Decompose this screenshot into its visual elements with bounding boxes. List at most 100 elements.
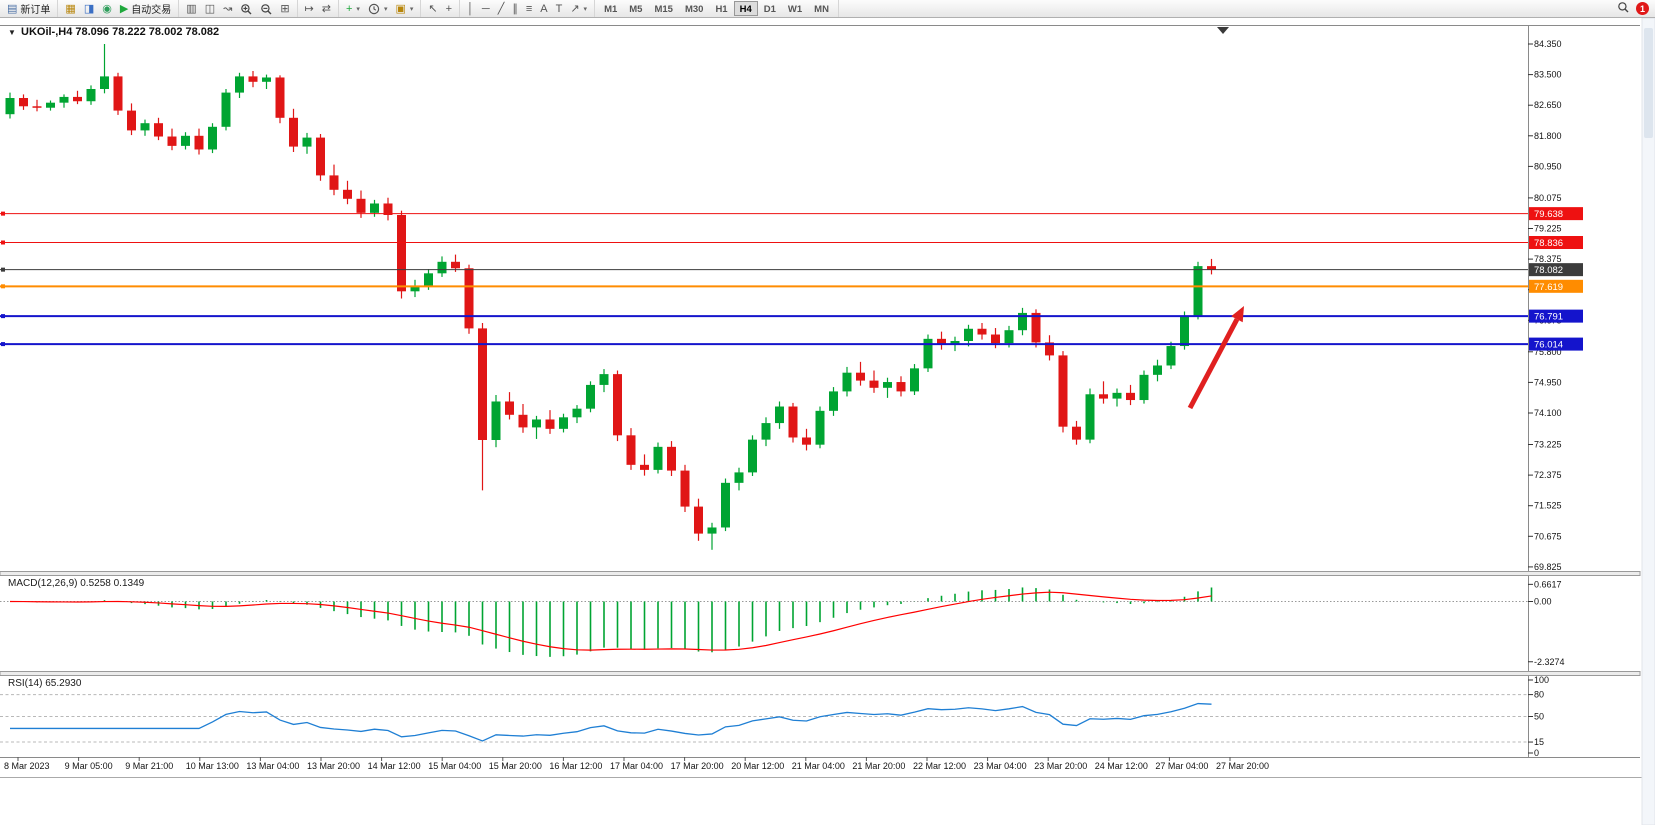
- chart-shift-marker[interactable]: [1217, 27, 1229, 34]
- candle: [775, 401, 784, 429]
- candle: [383, 197, 393, 221]
- auto-trading-button[interactable]: ▶ 自动交易: [116, 1, 175, 17]
- zoom-in-icon[interactable]: [236, 1, 256, 17]
- channel-icon[interactable]: ∥: [508, 1, 522, 17]
- trendline-icon[interactable]: ╱: [494, 1, 509, 17]
- dropdown-arrow-icon: ▾: [356, 5, 360, 13]
- vertical-scrollbar[interactable]: [1641, 17, 1655, 825]
- tile-windows-icon-glyph: ⊞: [280, 2, 290, 15]
- timeframe-w1[interactable]: W1: [787, 4, 803, 15]
- timeframe-mn[interactable]: MN: [814, 4, 829, 15]
- line-anchor[interactable]: [1, 211, 5, 216]
- price-scale: 84.350 83.500 82.650 81.800 80.950 80.075 79.2…: [1528, 39, 1583, 572]
- candle: [545, 410, 555, 434]
- macd-label: MACD(12,26,9) 0.5258 0.1349: [8, 578, 145, 589]
- macd-axis-label: 0.6617: [1534, 579, 1562, 589]
- candle: [262, 74, 271, 89]
- shapes-button[interactable]: ↗ ▾: [566, 1, 591, 17]
- auto-trading-button-label: 自动交易: [131, 5, 172, 16]
- indicators-button[interactable]: + ▾: [342, 1, 364, 17]
- templates-button[interactable]: ▣ ▾: [391, 1, 417, 17]
- line-anchor[interactable]: [1, 314, 5, 319]
- candlestick-chart-icon-glyph: ◫: [204, 2, 216, 15]
- cursor-icon-glyph: ↖: [428, 2, 438, 15]
- candle: [626, 428, 636, 470]
- candle: [113, 72, 123, 115]
- price-scale-label: 72.375: [1534, 470, 1562, 480]
- time-scale-drag-area[interactable]: [0, 758, 1528, 777]
- line-chart-icon-glyph: ↝: [223, 2, 233, 15]
- candle: [1085, 388, 1095, 444]
- timeframe-h1[interactable]: H1: [715, 4, 728, 15]
- timeframe-group: M1 M5 M15 M30 H1 H4 D1 W1 MN: [595, 0, 839, 17]
- one-click-trading-toggle[interactable]: ▼: [8, 28, 16, 37]
- vertical-line-icon-glyph: │: [467, 2, 474, 15]
- candle: [478, 323, 487, 491]
- time-label: 13 Mar 20:00: [307, 761, 360, 771]
- new-order-button-label: 新订单: [20, 5, 51, 16]
- new-order-button[interactable]: ▤ 新订单: [3, 1, 54, 17]
- timeframe-d1[interactable]: D1: [763, 4, 776, 15]
- zoom-out-icon[interactable]: [256, 1, 276, 17]
- label-icon[interactable]: T: [552, 1, 567, 17]
- text-icon-glyph: A: [540, 2, 548, 15]
- search-icon[interactable]: [1617, 1, 1629, 16]
- time-label: 8 Mar 2023: [4, 761, 50, 771]
- timeframe-m1[interactable]: M1: [604, 4, 618, 15]
- macd-signal-line: [9, 591, 1212, 651]
- price-scale-label: 74.950: [1534, 377, 1562, 387]
- notification-badge[interactable]: 1: [1636, 2, 1649, 15]
- price-scale-label: 81.800: [1534, 131, 1562, 141]
- price-scale-label: 78.375: [1534, 254, 1562, 264]
- price-scale-drag-area[interactable]: [1529, 26, 1639, 757]
- periods-button[interactable]: ▾: [364, 1, 392, 17]
- candle: [1045, 335, 1054, 361]
- chart-shift-icon[interactable]: ⇄: [318, 1, 335, 17]
- candle: [869, 370, 879, 393]
- macd-histogram: [22, 587, 1213, 657]
- time-label: 21 Mar 20:00: [852, 761, 905, 771]
- line-anchor[interactable]: [1, 284, 5, 289]
- line-anchor[interactable]: [1, 342, 5, 347]
- time-label: 16 Mar 12:00: [549, 761, 602, 771]
- line-anchor[interactable]: [1, 240, 5, 245]
- vertical-line-icon[interactable]: │: [463, 1, 478, 17]
- timeframe-m30[interactable]: M30: [684, 4, 704, 15]
- text-icon[interactable]: A: [536, 1, 551, 17]
- line-chart-icon[interactable]: ↝: [219, 1, 236, 17]
- chart-window-icon[interactable]: ▦: [61, 1, 79, 17]
- candle: [1153, 359, 1162, 382]
- line-anchor[interactable]: [1, 267, 5, 272]
- macd-axis-label: -2.3274: [1534, 657, 1565, 667]
- panel-splitter[interactable]: [0, 571, 1641, 576]
- candle: [653, 442, 663, 474]
- cursor-icon[interactable]: ↖: [424, 1, 441, 17]
- horizontal-line-icon-glyph: ─: [481, 2, 490, 15]
- timeframe-h4[interactable]: H4: [733, 1, 758, 16]
- panel-splitter[interactable]: [0, 671, 1641, 676]
- timeframe-m5[interactable]: M5: [629, 4, 643, 15]
- candle: [1072, 420, 1081, 445]
- profiles-icon[interactable]: ◨: [80, 1, 98, 17]
- candle: [181, 132, 190, 150]
- horizontal-line-icon[interactable]: ─: [478, 1, 494, 17]
- auto-trading-icon: ▶: [119, 2, 129, 15]
- zoom-out-icon: [261, 3, 272, 14]
- community-icon[interactable]: ◉: [98, 1, 116, 17]
- candle: [667, 441, 676, 476]
- candle: [559, 413, 568, 433]
- candlestick-chart-icon[interactable]: ◫: [201, 1, 219, 17]
- fibonacci-icon[interactable]: ≡: [522, 1, 536, 17]
- timeframe-m15[interactable]: M15: [654, 4, 673, 15]
- bar-chart-icon[interactable]: ▥: [182, 1, 200, 17]
- tile-windows-icon[interactable]: ⊞: [276, 1, 293, 17]
- horizontal-lines: [0, 211, 1528, 347]
- auto-scroll-icon[interactable]: ↦: [301, 1, 318, 17]
- arrow-annotation[interactable]: [1187, 306, 1244, 410]
- vertical-scrollbar-thumb[interactable]: [1644, 28, 1653, 138]
- rsi-axis-label: 15: [1534, 737, 1544, 747]
- candle: [1099, 381, 1108, 404]
- crosshair-icon[interactable]: +: [442, 1, 456, 17]
